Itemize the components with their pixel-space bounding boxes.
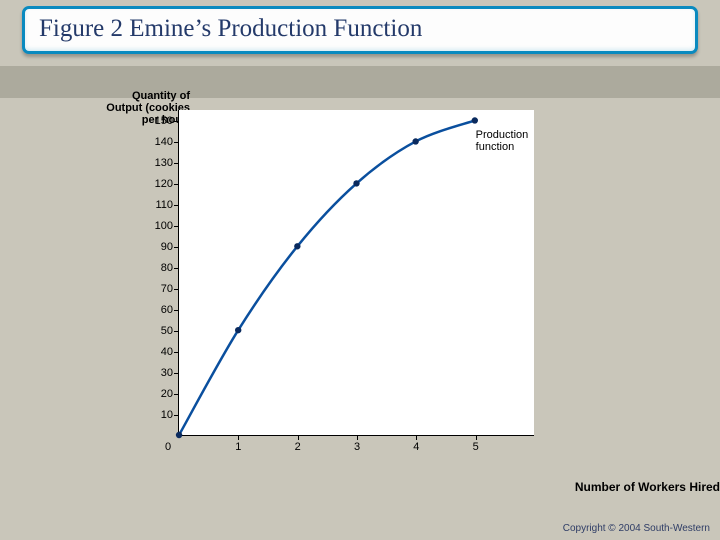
y-tick-mark	[174, 163, 179, 164]
origin-label: 0	[165, 435, 171, 453]
x-tick-mark	[298, 435, 299, 440]
data-point	[294, 243, 300, 249]
y-tick-mark	[174, 415, 179, 416]
y-tick-mark	[174, 247, 179, 248]
y-tick-mark	[174, 373, 179, 374]
figure-title-panel: Figure 2 Emine’s Production Function	[22, 6, 698, 54]
y-tick-mark	[174, 352, 179, 353]
y-tick-mark	[174, 331, 179, 332]
y-tick-mark	[174, 205, 179, 206]
series-label: Production function	[476, 129, 534, 153]
x-tick-mark	[416, 435, 417, 440]
x-tick-mark	[357, 435, 358, 440]
y-tick-mark	[174, 121, 179, 122]
data-point	[412, 138, 418, 144]
y-tick-mark	[174, 226, 179, 227]
y-tick-mark	[174, 310, 179, 311]
curve-path	[179, 120, 475, 435]
copyright-footer: Copyright © 2004 South-Western	[563, 523, 710, 534]
production-curve	[179, 110, 534, 435]
y-tick-mark	[174, 289, 179, 290]
y-tick-mark	[174, 394, 179, 395]
data-point	[353, 180, 359, 186]
figure-title: Figure 2 Emine’s Production Function	[25, 9, 695, 49]
y-tick-mark	[174, 268, 179, 269]
y-tick-mark	[174, 142, 179, 143]
x-tick-mark	[476, 435, 477, 440]
x-tick-mark	[238, 435, 239, 440]
x-axis-title: Number of Workers Hired	[575, 480, 720, 494]
production-chart: Quantity of Output (cookies per hour) 0 …	[100, 100, 560, 490]
data-point	[176, 432, 182, 438]
data-point	[235, 327, 241, 333]
data-point	[472, 117, 478, 123]
y-tick-mark	[174, 184, 179, 185]
plot-area: 0 10203040506070809010011012013014015012…	[178, 110, 534, 436]
